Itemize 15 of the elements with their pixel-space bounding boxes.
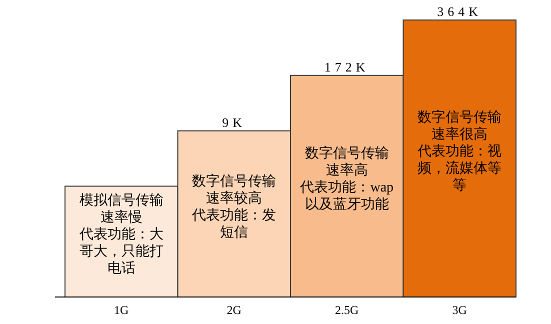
annotation: 数字信号传输速率较高: [192, 173, 276, 206]
x-tick-label: 2.5G: [335, 303, 360, 317]
annotation: 9K: [222, 114, 246, 130]
annotation: 172K: [324, 59, 370, 74]
annotation: 代表功能：视频，流媒体等等: [416, 143, 502, 194]
annotation: 模拟信号传输速率慢: [79, 192, 164, 226]
annotation: 数字信号传输速率很高: [418, 109, 502, 142]
x-tick-label: 3G: [452, 303, 468, 317]
annotation: 代表功能：大哥大，只能打电话: [78, 226, 164, 276]
annotation: 代表功能：发短信: [191, 207, 276, 240]
annotation: 364K: [437, 4, 482, 19]
annotation: 代表功能：wap以及蓝牙功能: [299, 180, 394, 213]
annotation: 数字信号传输速率高: [304, 146, 389, 179]
x-tick-label: 2G: [226, 303, 242, 317]
x-tick-label: 1G: [114, 303, 130, 317]
